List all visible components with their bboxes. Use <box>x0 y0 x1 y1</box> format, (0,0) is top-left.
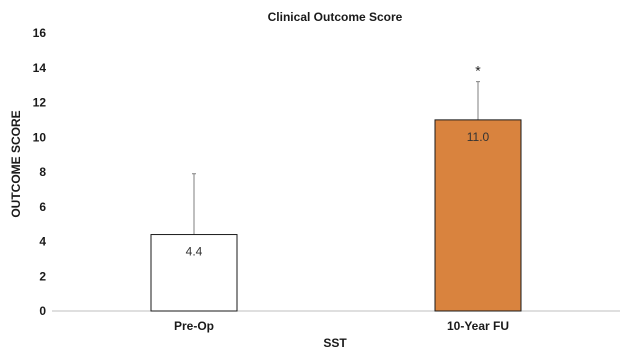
y-tick-label: 4 <box>39 235 46 249</box>
y-tick-label: 8 <box>39 165 46 179</box>
value-label: 4.4 <box>186 245 203 259</box>
bar-10-year-fu <box>434 119 522 312</box>
y-tick-label: 16 <box>33 26 47 40</box>
significance-marker: * <box>475 63 481 79</box>
y-tick-label: 0 <box>39 304 46 318</box>
bars <box>150 119 522 312</box>
category-labels: Pre-Op 10-Year FU <box>174 319 509 333</box>
value-label: 11.0 <box>467 130 490 144</box>
y-tick-label: 14 <box>33 61 47 75</box>
value-labels: 4.4 11.0 <box>186 130 490 259</box>
y-tick-label: 2 <box>39 269 46 283</box>
x-axis-label: SST <box>323 336 347 350</box>
bar-pre-op <box>150 234 238 312</box>
y-tick-label: 12 <box>33 96 47 110</box>
category-label: 10-Year FU <box>447 319 509 333</box>
y-tick-label: 6 <box>39 200 46 214</box>
y-axis-label: OUTCOME SCORE <box>9 110 23 217</box>
chart-title: Clinical Outcome Score <box>268 10 403 24</box>
annotations: * <box>475 63 481 79</box>
category-label: Pre-Op <box>174 319 214 333</box>
y-tick-label: 10 <box>33 130 47 144</box>
error-bars <box>192 81 480 235</box>
y-axis-ticks: 0 2 4 6 8 10 12 14 16 <box>33 26 47 318</box>
